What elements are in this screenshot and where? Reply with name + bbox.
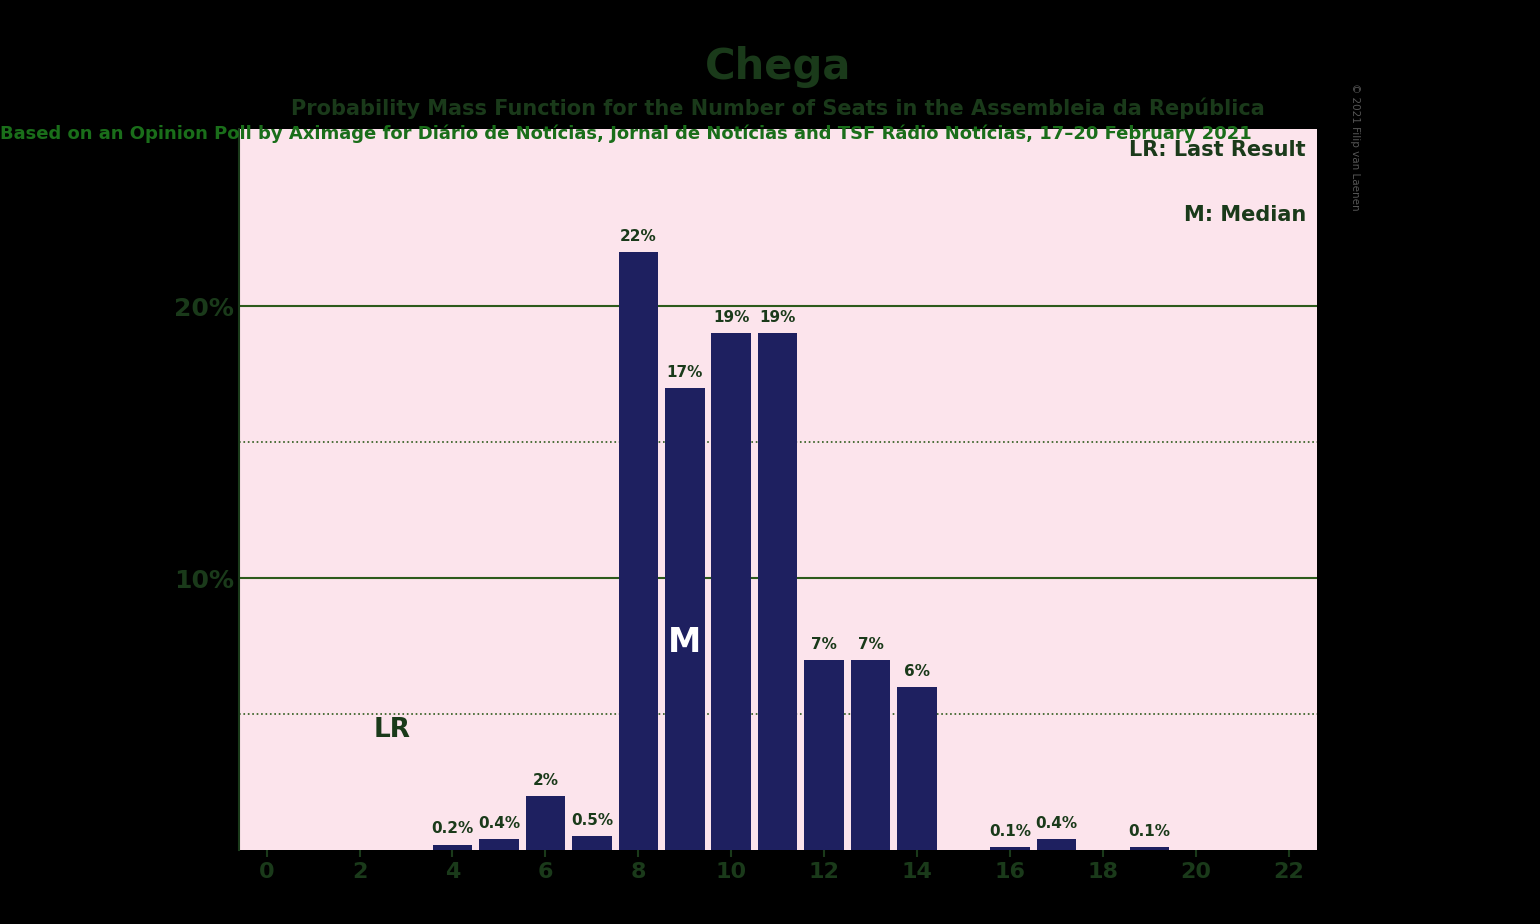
Text: 0.4%: 0.4% xyxy=(1035,816,1078,831)
Bar xyxy=(852,660,890,850)
Text: LR: LR xyxy=(374,717,411,744)
Text: 7%: 7% xyxy=(812,637,838,651)
Text: Probability Mass Function for the Number of Seats in the Assembleia da República: Probability Mass Function for the Number… xyxy=(291,97,1264,118)
Bar xyxy=(804,660,844,850)
Text: 0.4%: 0.4% xyxy=(477,816,521,831)
Text: Based on an Opinion Poll by Aximage for Diário de Notícias, Jornal de Notícias a: Based on an Opinion Poll by Aximage for … xyxy=(0,125,1252,143)
Bar xyxy=(433,845,473,850)
Text: 19%: 19% xyxy=(713,310,750,325)
Text: © 2021 Filip van Laenen: © 2021 Filip van Laenen xyxy=(1351,83,1360,211)
Text: 17%: 17% xyxy=(667,365,702,380)
Text: 22%: 22% xyxy=(621,228,656,244)
Text: 6%: 6% xyxy=(904,663,930,679)
Text: 2%: 2% xyxy=(533,772,559,787)
Bar xyxy=(898,687,936,850)
Text: LR: Last Result: LR: Last Result xyxy=(1129,140,1306,160)
Text: 0.1%: 0.1% xyxy=(1129,824,1170,839)
Text: 19%: 19% xyxy=(759,310,796,325)
Bar xyxy=(711,334,752,850)
Bar xyxy=(758,334,798,850)
Text: M: Median: M: Median xyxy=(1184,205,1306,225)
Text: 0.2%: 0.2% xyxy=(431,821,474,836)
Bar xyxy=(571,836,611,850)
Bar xyxy=(990,847,1030,850)
Bar xyxy=(1130,847,1169,850)
Bar xyxy=(665,388,704,850)
Text: Chega: Chega xyxy=(704,46,852,88)
Bar xyxy=(1036,839,1076,850)
Bar xyxy=(525,796,565,850)
Bar xyxy=(479,839,519,850)
Text: 0.5%: 0.5% xyxy=(571,813,613,828)
Text: 7%: 7% xyxy=(858,637,884,651)
Text: 0.1%: 0.1% xyxy=(989,824,1030,839)
Text: M: M xyxy=(668,626,701,659)
Bar xyxy=(619,251,658,850)
